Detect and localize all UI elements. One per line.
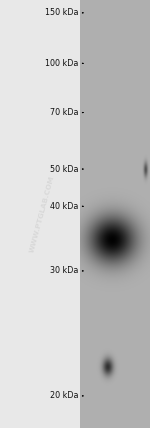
Text: WWW.PTGLAB.COM: WWW.PTGLAB.COM <box>29 175 55 253</box>
Text: 50 kDa: 50 kDa <box>50 164 79 174</box>
Text: 100 kDa: 100 kDa <box>45 59 79 68</box>
Text: 20 kDa: 20 kDa <box>50 391 79 401</box>
Bar <box>0 0 80 428</box>
Text: 30 kDa: 30 kDa <box>50 266 79 276</box>
Text: 40 kDa: 40 kDa <box>50 202 79 211</box>
Text: 150 kDa: 150 kDa <box>45 8 79 18</box>
Text: 70 kDa: 70 kDa <box>50 108 79 117</box>
